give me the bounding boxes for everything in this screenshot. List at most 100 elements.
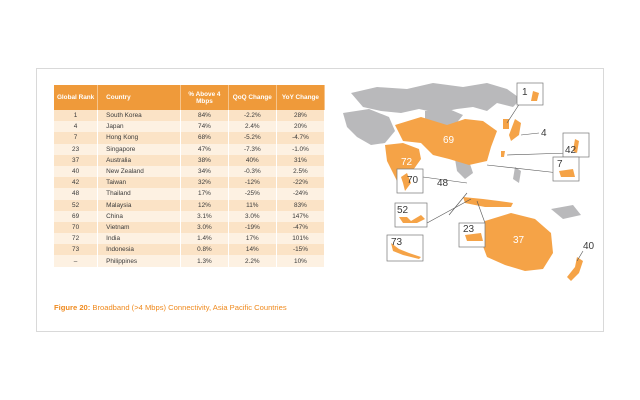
cell-rank: 4 [54,121,99,133]
cell-pct: 1.3% [180,255,229,267]
map-label-south-korea: 1 [522,87,528,98]
cell-yoy: 10% [276,255,326,267]
cell-yoy: -24% [276,188,326,200]
cell-qoq: -0.3% [228,165,277,178]
cell-yoy: -4.7% [276,132,326,144]
cell-pct: 1.4% [180,233,229,245]
cell-rank: 48 [54,188,99,200]
cell-country: China [97,210,182,222]
cell-pct: 32% [180,177,229,189]
map-label-singapore: 23 [463,224,475,235]
col-header-pct: % Above 4 Mbps [180,85,229,110]
inset-shape-indonesia [391,243,421,259]
cell-country: Australia [97,154,182,166]
cell-rank: – [54,255,99,267]
map-land-new-zealand [567,257,583,281]
table-row: 7 Hong Kong 68% -5.2% -4.7% [54,132,326,144]
cell-pct: 34% [180,165,229,178]
cell-country: India [97,233,182,245]
cell-rank: 23 [54,143,99,155]
cell-pct: 3.1% [180,210,229,222]
cell-pct: 3.0% [180,221,229,234]
map-land-australia [481,213,553,271]
table-row: 1 South Korea 84% -2.2% 28% [54,110,326,122]
cell-country: Hong Kong [97,132,182,144]
cell-yoy: 20% [276,121,326,133]
map-land-papua [551,205,581,219]
inset-shape-vietnam [401,173,411,191]
col-header-rank: Global Rank [54,85,99,110]
cell-yoy: 147% [276,210,326,222]
cell-country: Thailand [97,188,182,200]
caption-figure-number: Figure 20: [54,303,91,312]
cell-pct: 17% [180,188,229,200]
map-label-indonesia: 73 [391,237,403,248]
col-header-country: Country [97,85,182,110]
table-row: 23 Singapore 47% -7.3% -1.0% [54,143,326,155]
col-header-qoq: QoQ Change [228,85,277,110]
broadband-table: Global Rank Country % Above 4 Mbps QoQ C… [54,85,326,267]
cell-yoy: 31% [276,154,326,166]
cell-pct: 74% [180,121,229,133]
table-row: 52 Malaysia 12% 11% 83% [54,199,326,211]
cell-pct: 12% [180,199,229,211]
table-row: 48 Thailand 17% -25% -24% [54,188,326,200]
map-land-philippines [513,167,521,183]
cell-qoq: 11% [228,199,277,211]
cell-country: New Zealand [97,165,182,178]
inset-shape-malaysia [399,215,425,223]
map-label-taiwan: 42 [565,145,577,156]
cell-country: Malaysia [97,199,182,211]
map-land-korea [503,119,509,129]
cell-rank: 37 [54,154,99,166]
cell-country: Vietnam [97,221,182,234]
col-header-yoy: YoY Change [276,85,326,110]
cell-qoq: -25% [228,188,277,200]
caption-text: Broadband (>4 Mbps) Connectivity, Asia P… [90,303,287,312]
cell-country: Singapore [97,143,182,155]
map-label-thailand: 48 [437,178,449,189]
table-row: 72 India 1.4% 17% 101% [54,233,326,245]
map-label-hong-kong: 7 [557,159,563,170]
cell-qoq: -5.2% [228,132,277,144]
cell-country: Taiwan [97,177,182,189]
table-row: 4 Japan 74% 2.4% 20% [54,121,326,133]
map-label-india: 72 [401,157,413,168]
cell-qoq: -7.3% [228,143,277,155]
cell-pct: 38% [180,154,229,166]
table-header-row: Global Rank Country % Above 4 Mbps QoQ C… [54,85,326,110]
map-land-taiwan [501,151,505,157]
cell-qoq: 2.4% [228,121,277,133]
cell-yoy: 83% [276,199,326,211]
cell-pct: 84% [180,110,229,122]
cell-qoq: 17% [228,233,277,245]
map-label-new-zealand: 40 [583,241,595,252]
cell-country: Indonesia [97,244,182,256]
cell-yoy: 28% [276,110,326,122]
table-row: 37 Australia 38% 40% 31% [54,154,326,166]
inset-box-south-korea [516,82,544,106]
figure-panel: Global Rank Country % Above 4 Mbps QoQ C… [36,68,604,332]
cell-rank: 69 [54,210,99,222]
cell-rank: 42 [54,177,99,189]
cell-rank: 40 [54,165,99,178]
leader-line [422,176,468,184]
cell-qoq: -19% [228,221,277,234]
cell-qoq: -2.2% [228,110,277,122]
asia-pacific-map: 1 4 42 7 69 72 70 48 52 23 73 37 40 [343,82,595,281]
map-land-china [395,117,497,165]
cell-qoq: -12% [228,177,277,189]
leader-line [476,200,486,224]
inset-shape-korea [531,91,539,101]
leader-line [520,132,540,136]
leader-line [576,250,584,262]
inset-shape-hong-kong [559,169,575,177]
cell-qoq: 2.2% [228,255,277,267]
inset-shape-singapore [465,233,483,241]
cell-rank: 1 [54,110,99,122]
map-label-malaysia: 52 [397,205,409,216]
cell-rank: 7 [54,132,99,144]
leader-line [506,102,521,124]
cell-rank: 73 [54,244,99,256]
cell-yoy: 101% [276,233,326,245]
